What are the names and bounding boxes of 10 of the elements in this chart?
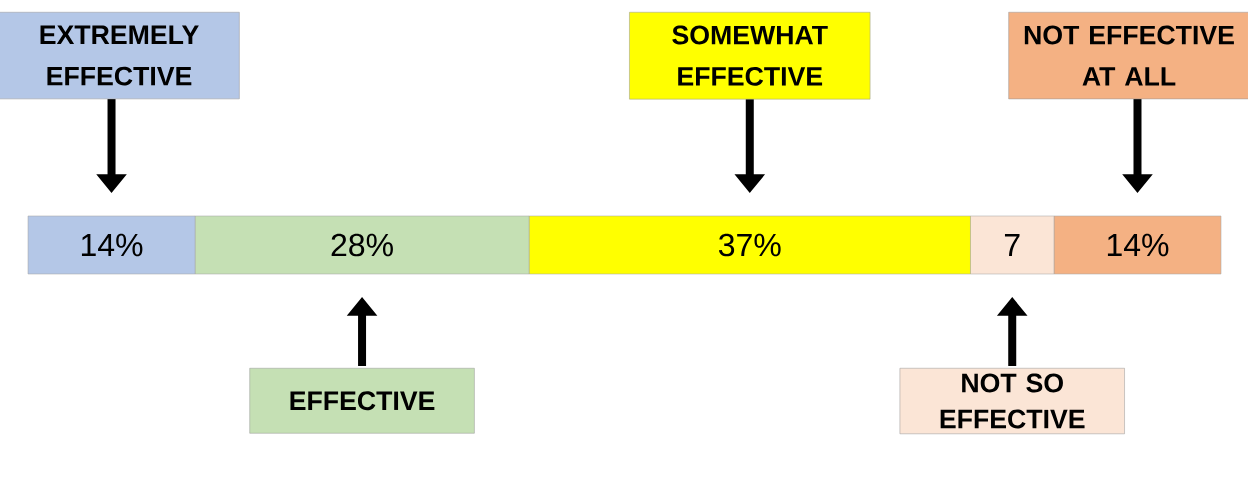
text: NOT SO EFFECTIVE (940, 373, 1085, 429)
text: EFFECTIVE (290, 391, 435, 411)
text: EXTREMELY EFFECTIVE (40, 25, 199, 86)
data-label: 7 (1004, 233, 1020, 256)
text: SOMEWHAT EFFECTIVE (672, 25, 828, 86)
text: NOT EFFECTIVE AT ALL (1024, 25, 1234, 86)
data-label: 14% (81, 233, 143, 257)
data-label: 37% (718, 233, 781, 257)
data-label: 14% (1107, 233, 1169, 257)
data-label: 28% (331, 233, 393, 257)
